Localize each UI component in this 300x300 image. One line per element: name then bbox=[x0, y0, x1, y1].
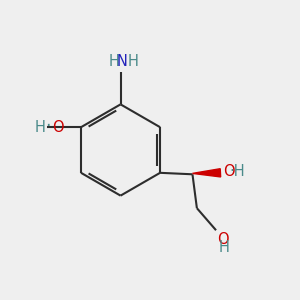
Text: H: H bbox=[128, 54, 139, 69]
Polygon shape bbox=[192, 169, 221, 177]
Text: H: H bbox=[35, 120, 46, 135]
Text: H: H bbox=[108, 54, 119, 69]
Text: O: O bbox=[223, 164, 234, 179]
Text: H: H bbox=[218, 240, 229, 255]
Text: ·: · bbox=[45, 117, 51, 135]
Text: N: N bbox=[117, 54, 128, 69]
Text: O: O bbox=[52, 120, 64, 135]
Text: ·H: ·H bbox=[230, 164, 245, 179]
Text: O: O bbox=[218, 232, 229, 247]
